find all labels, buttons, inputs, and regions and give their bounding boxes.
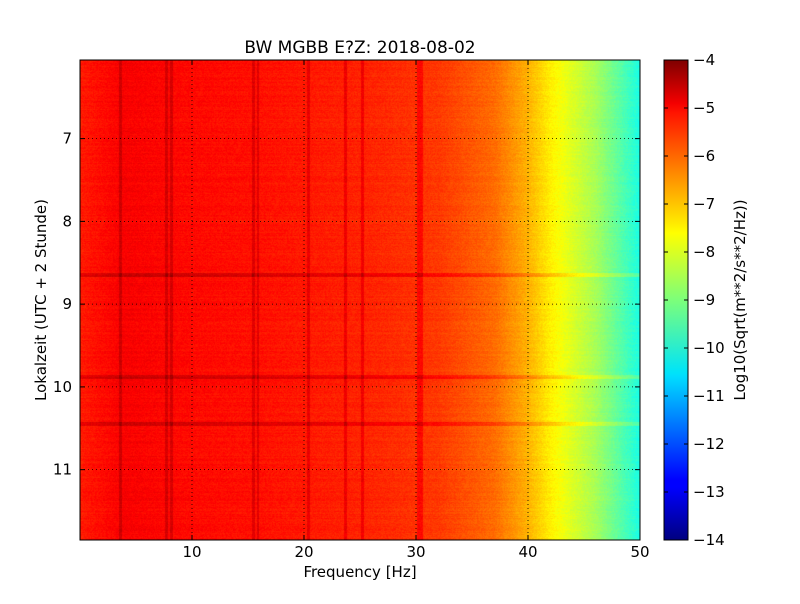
y-tick-label: 7 <box>62 130 72 148</box>
colorbar-tick-label: −9 <box>693 291 715 309</box>
chart-title: BW MGBB E?Z: 2018-08-02 <box>244 38 475 58</box>
x-axis-label: Frequency [Hz] <box>303 563 416 581</box>
x-tick-label: 40 <box>518 543 537 561</box>
colorbar-tick-label: −10 <box>693 339 725 357</box>
colorbar-tick-label: −5 <box>693 99 715 117</box>
y-tick-label: 10 <box>53 378 72 396</box>
y-tick-label: 11 <box>53 461 72 479</box>
y-tick-label: 8 <box>62 212 72 230</box>
x-tick-label: 30 <box>406 543 425 561</box>
grid-lines <box>80 60 640 540</box>
spectrogram-image <box>80 60 640 540</box>
colorbar-tick-label: −11 <box>693 387 725 405</box>
x-tick-label: 20 <box>294 543 313 561</box>
y-axis-label: Lokalzeit (UTC + 2 Stunde) <box>32 199 50 401</box>
x-tick-label: 10 <box>182 543 201 561</box>
colorbar-tick-label: −12 <box>693 435 725 453</box>
colorbar-tick-label: −4 <box>693 51 715 69</box>
colorbar-tick-label: −8 <box>693 243 715 261</box>
x-tick-label: 50 <box>630 543 649 561</box>
colorbar-tick-label: −7 <box>693 195 715 213</box>
axes: 10 20 30 40 50 7 8 9 10 11 <box>53 60 650 561</box>
plot-area <box>80 60 640 540</box>
plot-frame <box>79 59 641 541</box>
colorbar-tick-label: −6 <box>693 147 715 165</box>
colorbar-tick-label: −13 <box>693 483 725 501</box>
colorbar-ticks: −4 −5 −6 −7 −8 −9 −10 −11 −12 −13 −14 <box>664 51 725 549</box>
y-tick-label: 9 <box>62 295 72 313</box>
colorbar-label: Log10(Sqrt(m**2/s**2/Hz)) <box>731 199 749 400</box>
colorbar-tick-label: −14 <box>693 531 725 549</box>
